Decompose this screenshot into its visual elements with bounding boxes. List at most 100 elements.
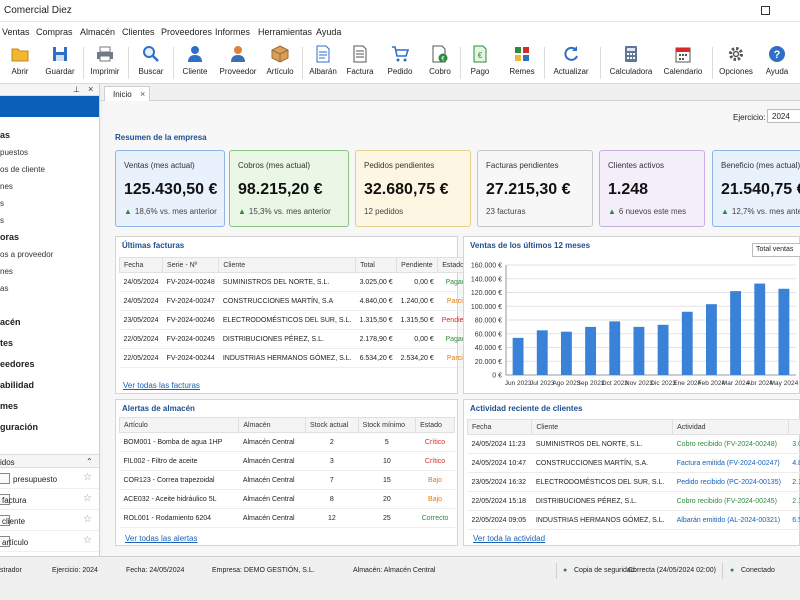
chart-bar[interactable] <box>633 326 645 375</box>
column-header[interactable]: Artículo <box>118 417 240 433</box>
column-header[interactable]: Cliente <box>531 419 674 435</box>
menu-ventas[interactable]: Ventas <box>2 27 30 37</box>
chart-bar[interactable] <box>730 291 742 375</box>
chart-metric-select[interactable]: Total ventas <box>752 243 800 257</box>
pin-icon[interactable]: ⊥ <box>73 85 80 94</box>
kpi-clientes[interactable]: Clientes activos 1.248 ▲ 6 nuevos este me… <box>599 150 705 227</box>
column-header[interactable]: Stock actual <box>305 417 359 433</box>
column-header[interactable]: Actividad <box>672 419 789 435</box>
sidebar-item-cobros[interactable]: s <box>0 216 4 225</box>
collection-button[interactable]: € Cobro <box>425 45 455 81</box>
sidebar-item-presupuestos[interactable]: puestos <box>0 148 29 157</box>
print-button[interactable]: Imprimir <box>88 45 122 81</box>
star-icon[interactable]: ☆ <box>83 493 92 504</box>
table-row[interactable]: 23/05/2024 16:32 ELECTRODOMÉSTICOS DEL S… <box>467 472 800 492</box>
kpi-beneficio[interactable]: Beneficio (mes actual) 21.540,75 € ▲ 12,7… <box>712 150 800 227</box>
calendar-button[interactable]: Calendario <box>662 45 704 81</box>
chart-bar[interactable] <box>560 331 572 375</box>
column-header[interactable]: Fecha <box>118 257 164 273</box>
chart-bar[interactable] <box>512 337 524 375</box>
kpi-ventas[interactable]: Ventas (mes actual) 125.430,50 € ▲ 18,6% … <box>115 150 225 227</box>
table-row[interactable]: BOM001 - Bomba de agua 1HP Almacén Centr… <box>119 432 455 452</box>
sidebar-group-clientes[interactable]: tes <box>0 338 14 348</box>
kpi-facturas[interactable]: Facturas pendientes 27.215,30 € 23 factu… <box>477 150 593 227</box>
favorite-item[interactable]: cliente ☆ <box>0 511 99 531</box>
table-row[interactable]: 22/05/2024 09:05 INDUSTRIAS HERMANOS GÓM… <box>467 510 800 530</box>
cell-activity[interactable]: Cobro recibido (FV-2024-00245) <box>672 491 789 511</box>
delivery-note-button[interactable]: Albarán <box>307 45 339 81</box>
sidebar-item-facturas[interactable]: s <box>0 199 4 208</box>
options-button[interactable]: Opciones <box>718 45 754 81</box>
collapse-icon[interactable]: ⌃ <box>86 457 93 466</box>
payment-button[interactable]: € Pago <box>466 45 494 81</box>
menu-compras[interactable]: Compras <box>36 27 73 37</box>
help-button[interactable]: ? Ayuda <box>762 45 792 81</box>
cell-activity[interactable]: Factura emitida (FV-2024-00247) <box>672 453 789 473</box>
sidebar-group-almacen[interactable]: acén <box>0 317 21 327</box>
view-all-invoices-link[interactable]: Ver todas las facturas <box>123 381 200 390</box>
chart-bar[interactable] <box>778 288 790 375</box>
sidebar-group-proveedores[interactable]: eedores <box>0 359 35 369</box>
column-header[interactable]: Serie - Nº <box>162 257 220 273</box>
menu-herramientas[interactable]: Herramientas <box>258 27 313 37</box>
favorite-item[interactable]: presupuesto ☆ <box>0 469 99 489</box>
menu-clientes[interactable]: Clientes <box>122 27 155 37</box>
column-header[interactable]: Almacén <box>238 417 307 433</box>
table-row[interactable]: FIL002 - Filtro de aceite Almacén Centra… <box>119 451 455 471</box>
chart-bar[interactable] <box>585 326 597 375</box>
table-row[interactable]: 22/05/2024 FV-2024-00244 INDUSTRIAS HERM… <box>119 348 478 368</box>
table-row[interactable]: 24/05/2024 11:23 SUMINISTROS DEL NORTE, … <box>467 434 800 454</box>
chart-bar[interactable] <box>681 311 693 375</box>
menu-almacen[interactable]: Almacén <box>80 27 116 37</box>
column-header[interactable]: Fecha <box>466 419 533 435</box>
table-row[interactable]: 22/05/2024 FV-2024-00245 DISTRIBUCIONES … <box>119 329 478 349</box>
column-header[interactable]: Cliente <box>218 257 357 273</box>
sidebar-item-facturas-compra[interactable]: as <box>0 284 9 293</box>
remittances-button[interactable]: Remes <box>506 45 538 81</box>
column-header[interactable]: Pendiente <box>396 257 439 273</box>
star-icon[interactable]: ☆ <box>83 472 92 483</box>
sidebar-item-pedidos-cliente[interactable]: os de cliente <box>0 165 45 174</box>
favorite-item[interactable]: factura ☆ <box>0 490 99 510</box>
table-row[interactable]: 24/05/2024 FV-2024-00248 SUMINISTROS DEL… <box>119 272 478 292</box>
sidebar-item-albaranes[interactable]: nes <box>0 182 13 191</box>
calculator-button[interactable]: Calculadora <box>608 45 654 81</box>
tab-inicio[interactable]: Inicio × <box>104 86 150 102</box>
ejercicio-select[interactable]: 2024 <box>767 109 800 123</box>
table-row[interactable]: 22/05/2024 15:18 DISTRIBUCIONES PÉREZ, S… <box>467 491 800 511</box>
sidebar-close-icon[interactable]: × <box>88 84 94 94</box>
chart-bar[interactable] <box>657 324 669 375</box>
star-icon[interactable]: ☆ <box>83 514 92 525</box>
sidebar-item-inicio-selected[interactable] <box>0 96 99 117</box>
sidebar-group-ventas[interactable]: as <box>0 130 11 140</box>
favorite-item[interactable]: artículo ☆ <box>0 532 99 552</box>
kpi-cobros[interactable]: Cobros (mes actual) 98.215,20 € ▲ 15,3% v… <box>229 150 349 227</box>
menu-proveedores[interactable]: Proveedores <box>161 27 213 37</box>
menu-informes[interactable]: Informes <box>215 27 251 37</box>
order-button[interactable]: Pedido <box>385 45 415 81</box>
client-button[interactable]: Cliente <box>178 45 212 81</box>
table-row[interactable]: ROL001 - Rodamiento 6204 Almacén Central… <box>119 508 455 528</box>
table-row[interactable]: COR123 - Correa trapezoidal Almacén Cent… <box>119 470 455 490</box>
kpi-pedidos[interactable]: Pedidos pendientes 32.680,75 € 12 pedido… <box>355 150 471 227</box>
sidebar-group-informes[interactable]: mes <box>0 401 19 411</box>
chart-bar[interactable] <box>754 283 766 375</box>
column-header[interactable]: Estado <box>415 417 455 433</box>
cell-activity[interactable]: Pedido recibido (PC-2024-00135) <box>672 472 789 492</box>
open-button[interactable]: Abrir <box>4 45 36 81</box>
sidebar-item-pedidos-proveedor[interactable]: os a proveedor <box>0 250 54 259</box>
chart-bar[interactable] <box>609 321 621 375</box>
cell-activity[interactable]: Cobro recibido (FV-2024-00248) <box>672 434 789 454</box>
supplier-button[interactable]: Proveedor <box>218 45 258 81</box>
sidebar-group-contabilidad[interactable]: abilidad <box>0 380 35 390</box>
view-all-alerts-link[interactable]: Ver todas las alertas <box>125 534 198 543</box>
close-icon[interactable]: × <box>140 89 146 99</box>
sidebar-group-configuracion[interactable]: guración <box>0 422 39 432</box>
refresh-button[interactable]: Actualizar <box>550 45 592 81</box>
star-icon[interactable]: ☆ <box>83 535 92 546</box>
column-header[interactable]: Total <box>355 257 398 273</box>
sidebar-item-albaranes-compra[interactable]: nes <box>0 267 13 276</box>
menu-ayuda[interactable]: Ayuda <box>316 27 342 37</box>
sidebar-group-compras[interactable]: oras <box>0 232 20 242</box>
article-button[interactable]: Artículo <box>264 45 296 81</box>
